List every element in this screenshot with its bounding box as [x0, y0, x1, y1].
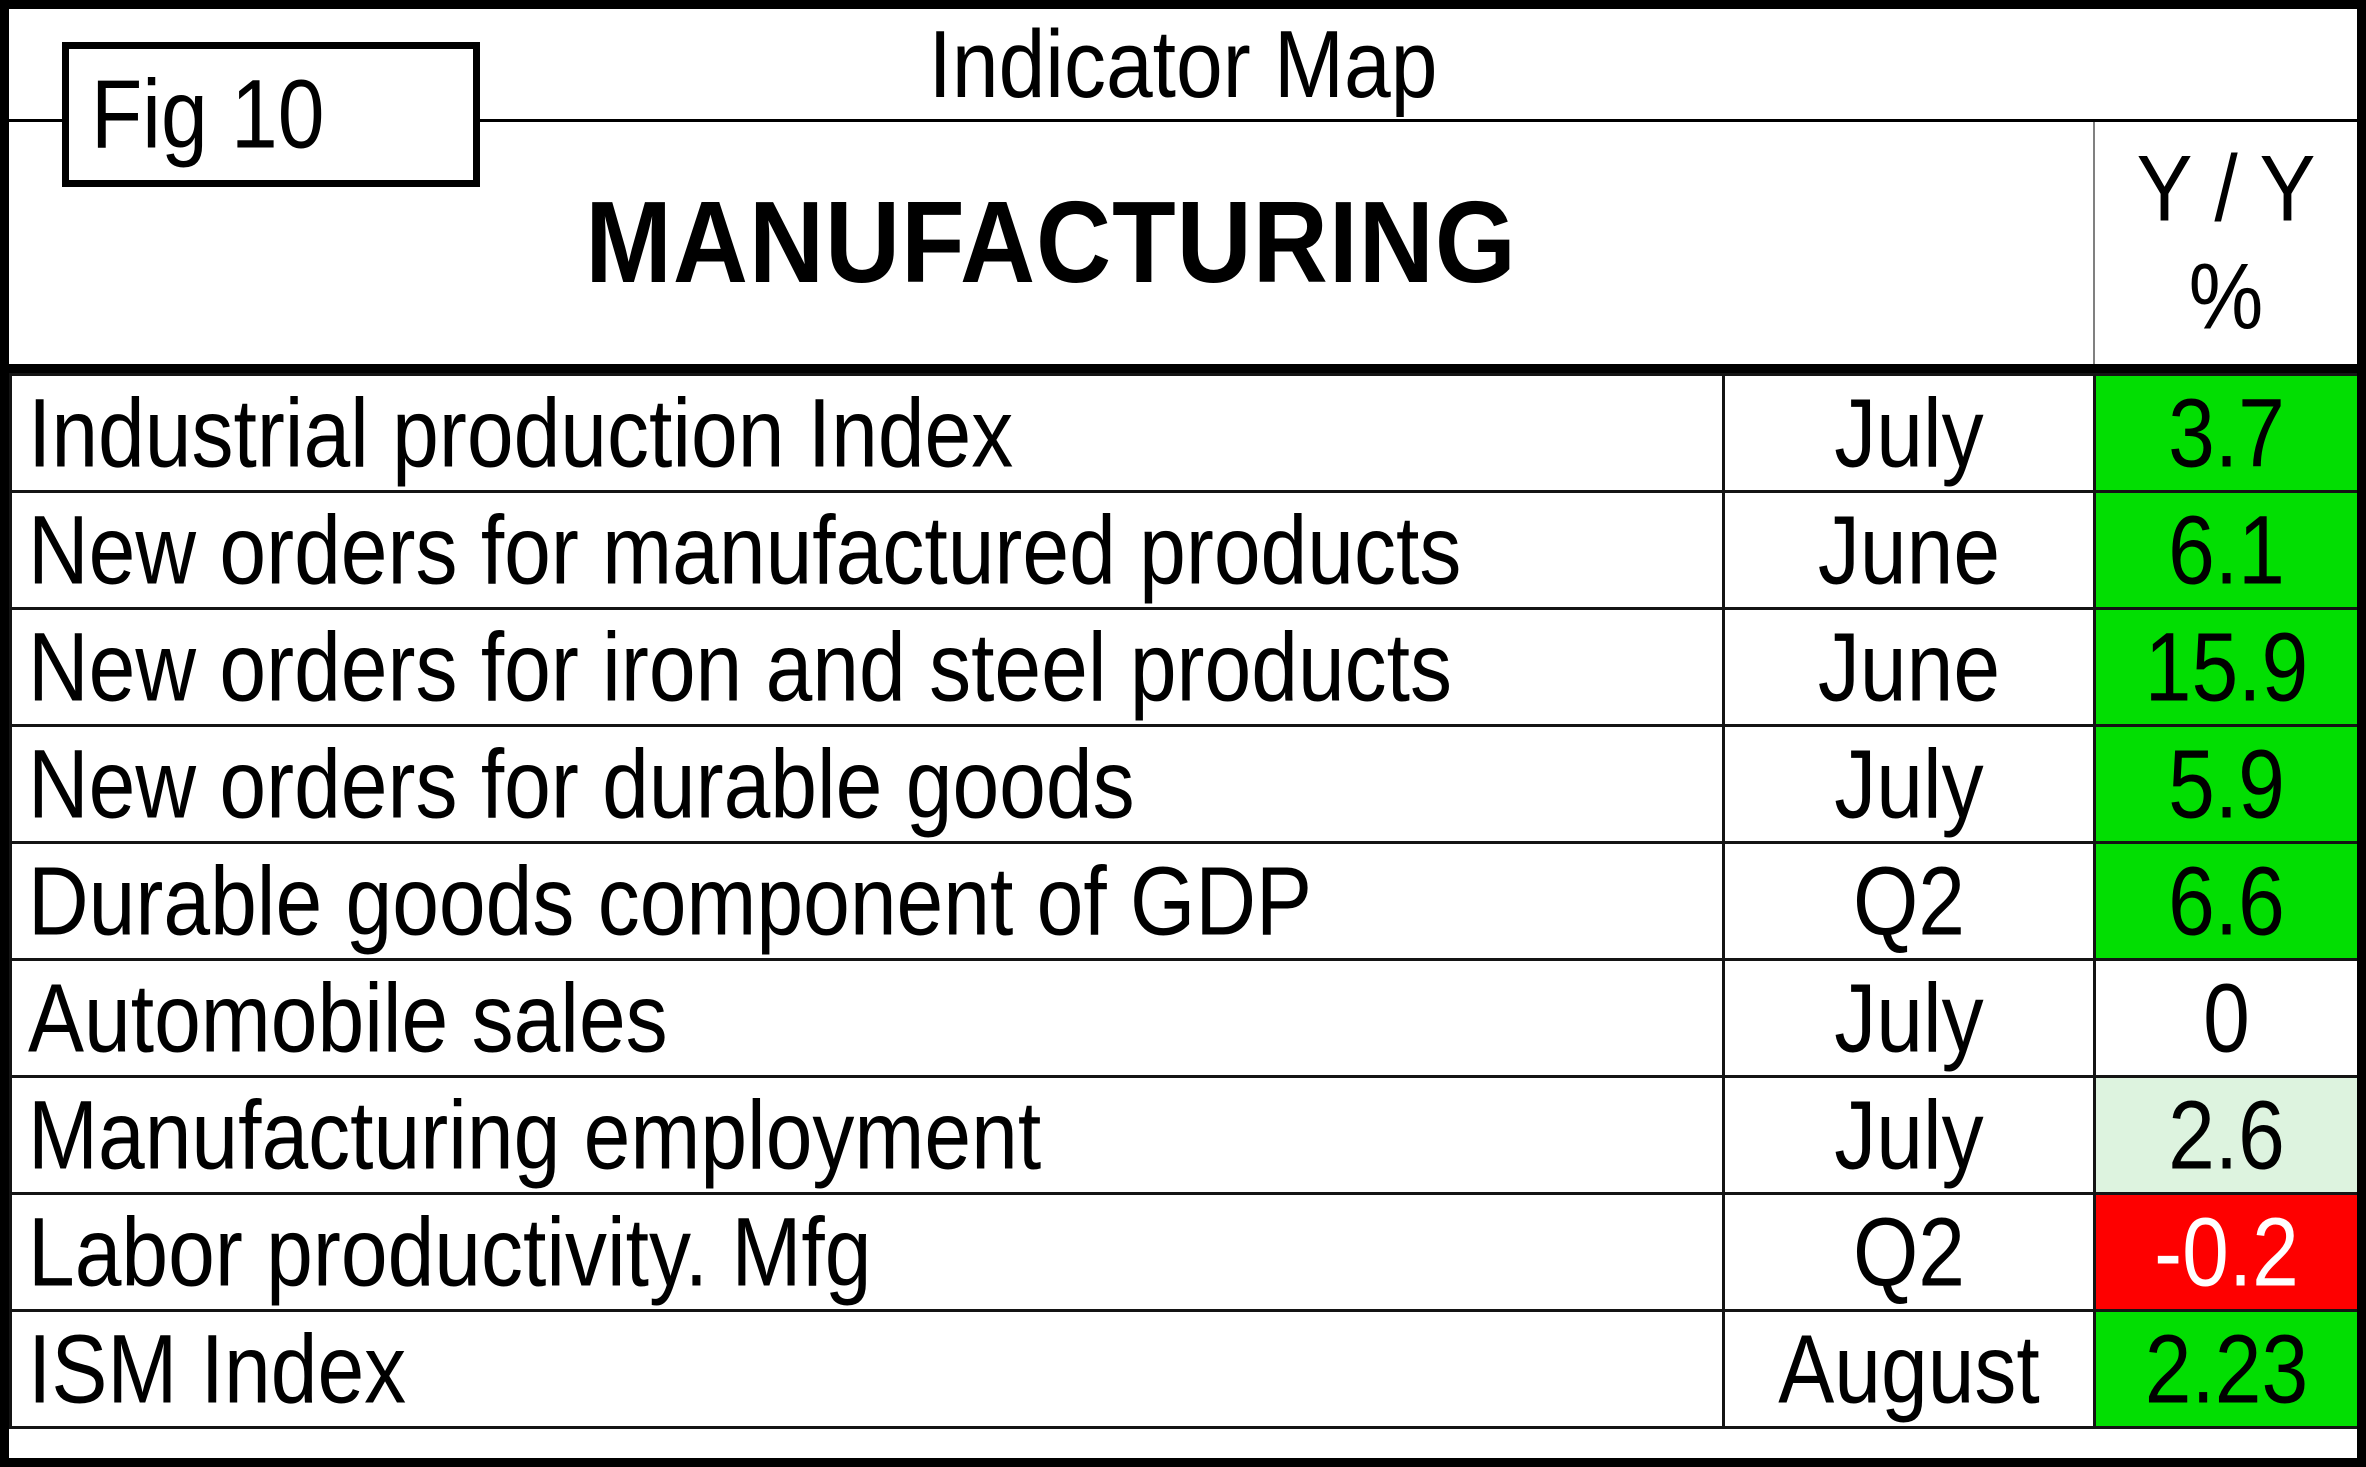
value-cell: 2.6 — [2093, 1075, 2357, 1195]
period-cell-text: Q2 — [1852, 1196, 1966, 1306]
table-row: New orders for manufactured products June… — [9, 490, 2357, 610]
table-row: Manufacturing employment July 2.6 — [9, 1075, 2357, 1195]
period-cell-text: June — [1817, 494, 2001, 604]
value-cell: 6.1 — [2093, 490, 2357, 610]
value-cell-text: 2.23 — [2144, 1313, 2309, 1423]
value-cell-text: 6.6 — [2168, 845, 2285, 955]
table-row: Automobile sales July 0 — [9, 958, 2357, 1078]
indicator-name-cell: Industrial production Index — [9, 373, 1725, 493]
indicator-name-cell-text: New orders for manufactured products — [28, 494, 1462, 604]
section-header-row: MANUFACTURING Y / Y % — [9, 122, 2357, 364]
indicator-table: Industrial production Index July 3.7 New or… — [9, 373, 2357, 1429]
table-row: New orders for iron and steel products Ju… — [9, 607, 2357, 727]
value-cell-text: 6.1 — [2168, 494, 2285, 604]
table-row: ISM Index August 2.23 — [9, 1309, 2357, 1429]
table-row: New orders for durable goods July 5.9 — [9, 724, 2357, 844]
value-cell: -0.2 — [2093, 1192, 2357, 1312]
value-cell-text: 5.9 — [2168, 728, 2285, 838]
period-cell: June — [1722, 490, 2096, 610]
figure-title: Indicator Map — [928, 9, 1438, 118]
period-cell-text: June — [1817, 611, 2001, 721]
period-cell-text: July — [1834, 962, 1984, 1072]
value-cell-text: 15.9 — [2144, 611, 2309, 721]
indicator-name-cell: Automobile sales — [9, 958, 1725, 1078]
period-cell: July — [1722, 724, 2096, 844]
value-cell-text: 2.6 — [2168, 1079, 2285, 1189]
value-column-header-line1: Y / Y — [2136, 135, 2316, 242]
value-column-header: Y / Y % — [2093, 122, 2357, 364]
period-cell-text: August — [1778, 1313, 2040, 1423]
indicator-name-cell-text: Industrial production Index — [28, 377, 1014, 487]
section-header-cell: MANUFACTURING — [9, 122, 2093, 364]
value-cell-text: 3.7 — [2168, 377, 2285, 487]
period-cell: June — [1722, 607, 2096, 727]
indicator-name-cell: New orders for iron and steel products — [9, 607, 1725, 727]
indicator-name-cell: Durable goods component of GDP — [9, 841, 1725, 961]
figure-title-row: Indicator Map — [9, 9, 2357, 122]
period-cell: July — [1722, 373, 2096, 493]
indicator-name-cell-text: New orders for iron and steel products — [28, 611, 1453, 721]
section-title: MANUFACTURING — [585, 177, 1517, 308]
indicator-name-cell: Manufacturing employment — [9, 1075, 1725, 1195]
period-cell-text: July — [1834, 1079, 1984, 1189]
value-cell: 6.6 — [2093, 841, 2357, 961]
table-row: Labor productivity. Mfg Q2 -0.2 — [9, 1192, 2357, 1312]
indicator-name-cell-text: ISM Index — [28, 1313, 407, 1423]
value-cell-text: 0 — [2203, 962, 2250, 1072]
value-cell: 15.9 — [2093, 607, 2357, 727]
period-cell-text: July — [1834, 377, 1984, 487]
period-cell: July — [1722, 1075, 2096, 1195]
period-cell: Q2 — [1722, 841, 2096, 961]
period-cell-text: Q2 — [1852, 845, 1966, 955]
period-cell: July — [1722, 958, 2096, 1078]
period-cell: Q2 — [1722, 1192, 2096, 1312]
period-cell: August — [1722, 1309, 2096, 1429]
value-cell: 3.7 — [2093, 373, 2357, 493]
period-cell-text: July — [1834, 728, 1984, 838]
value-cell: 2.23 — [2093, 1309, 2357, 1429]
figure-label-box: Fig 10 — [62, 42, 480, 187]
table-row: Durable goods component of GDP Q2 6.6 — [9, 841, 2357, 961]
indicator-name-cell: New orders for durable goods — [9, 724, 1725, 844]
indicator-name-cell: ISM Index — [9, 1309, 1725, 1429]
figure-label: Fig 10 — [91, 59, 325, 169]
value-cell: 0 — [2093, 958, 2357, 1078]
indicator-name-cell-text: New orders for durable goods — [28, 728, 1135, 838]
indicator-name-cell: Labor productivity. Mfg — [9, 1192, 1725, 1312]
indicator-name-cell-text: Automobile sales — [28, 962, 668, 1072]
value-column-header-line2: % — [2188, 243, 2264, 349]
header-divider-line — [9, 364, 2357, 373]
indicator-name-cell: New orders for manufactured products — [9, 490, 1725, 610]
value-cell: 5.9 — [2093, 724, 2357, 844]
indicator-name-cell-text: Labor productivity. Mfg — [28, 1196, 872, 1306]
table-row: Industrial production Index July 3.7 — [9, 373, 2357, 493]
indicator-name-cell-text: Manufacturing employment — [28, 1079, 1042, 1189]
value-cell-text: -0.2 — [2154, 1196, 2299, 1306]
indicator-name-cell-text: Durable goods component of GDP — [28, 845, 1313, 955]
